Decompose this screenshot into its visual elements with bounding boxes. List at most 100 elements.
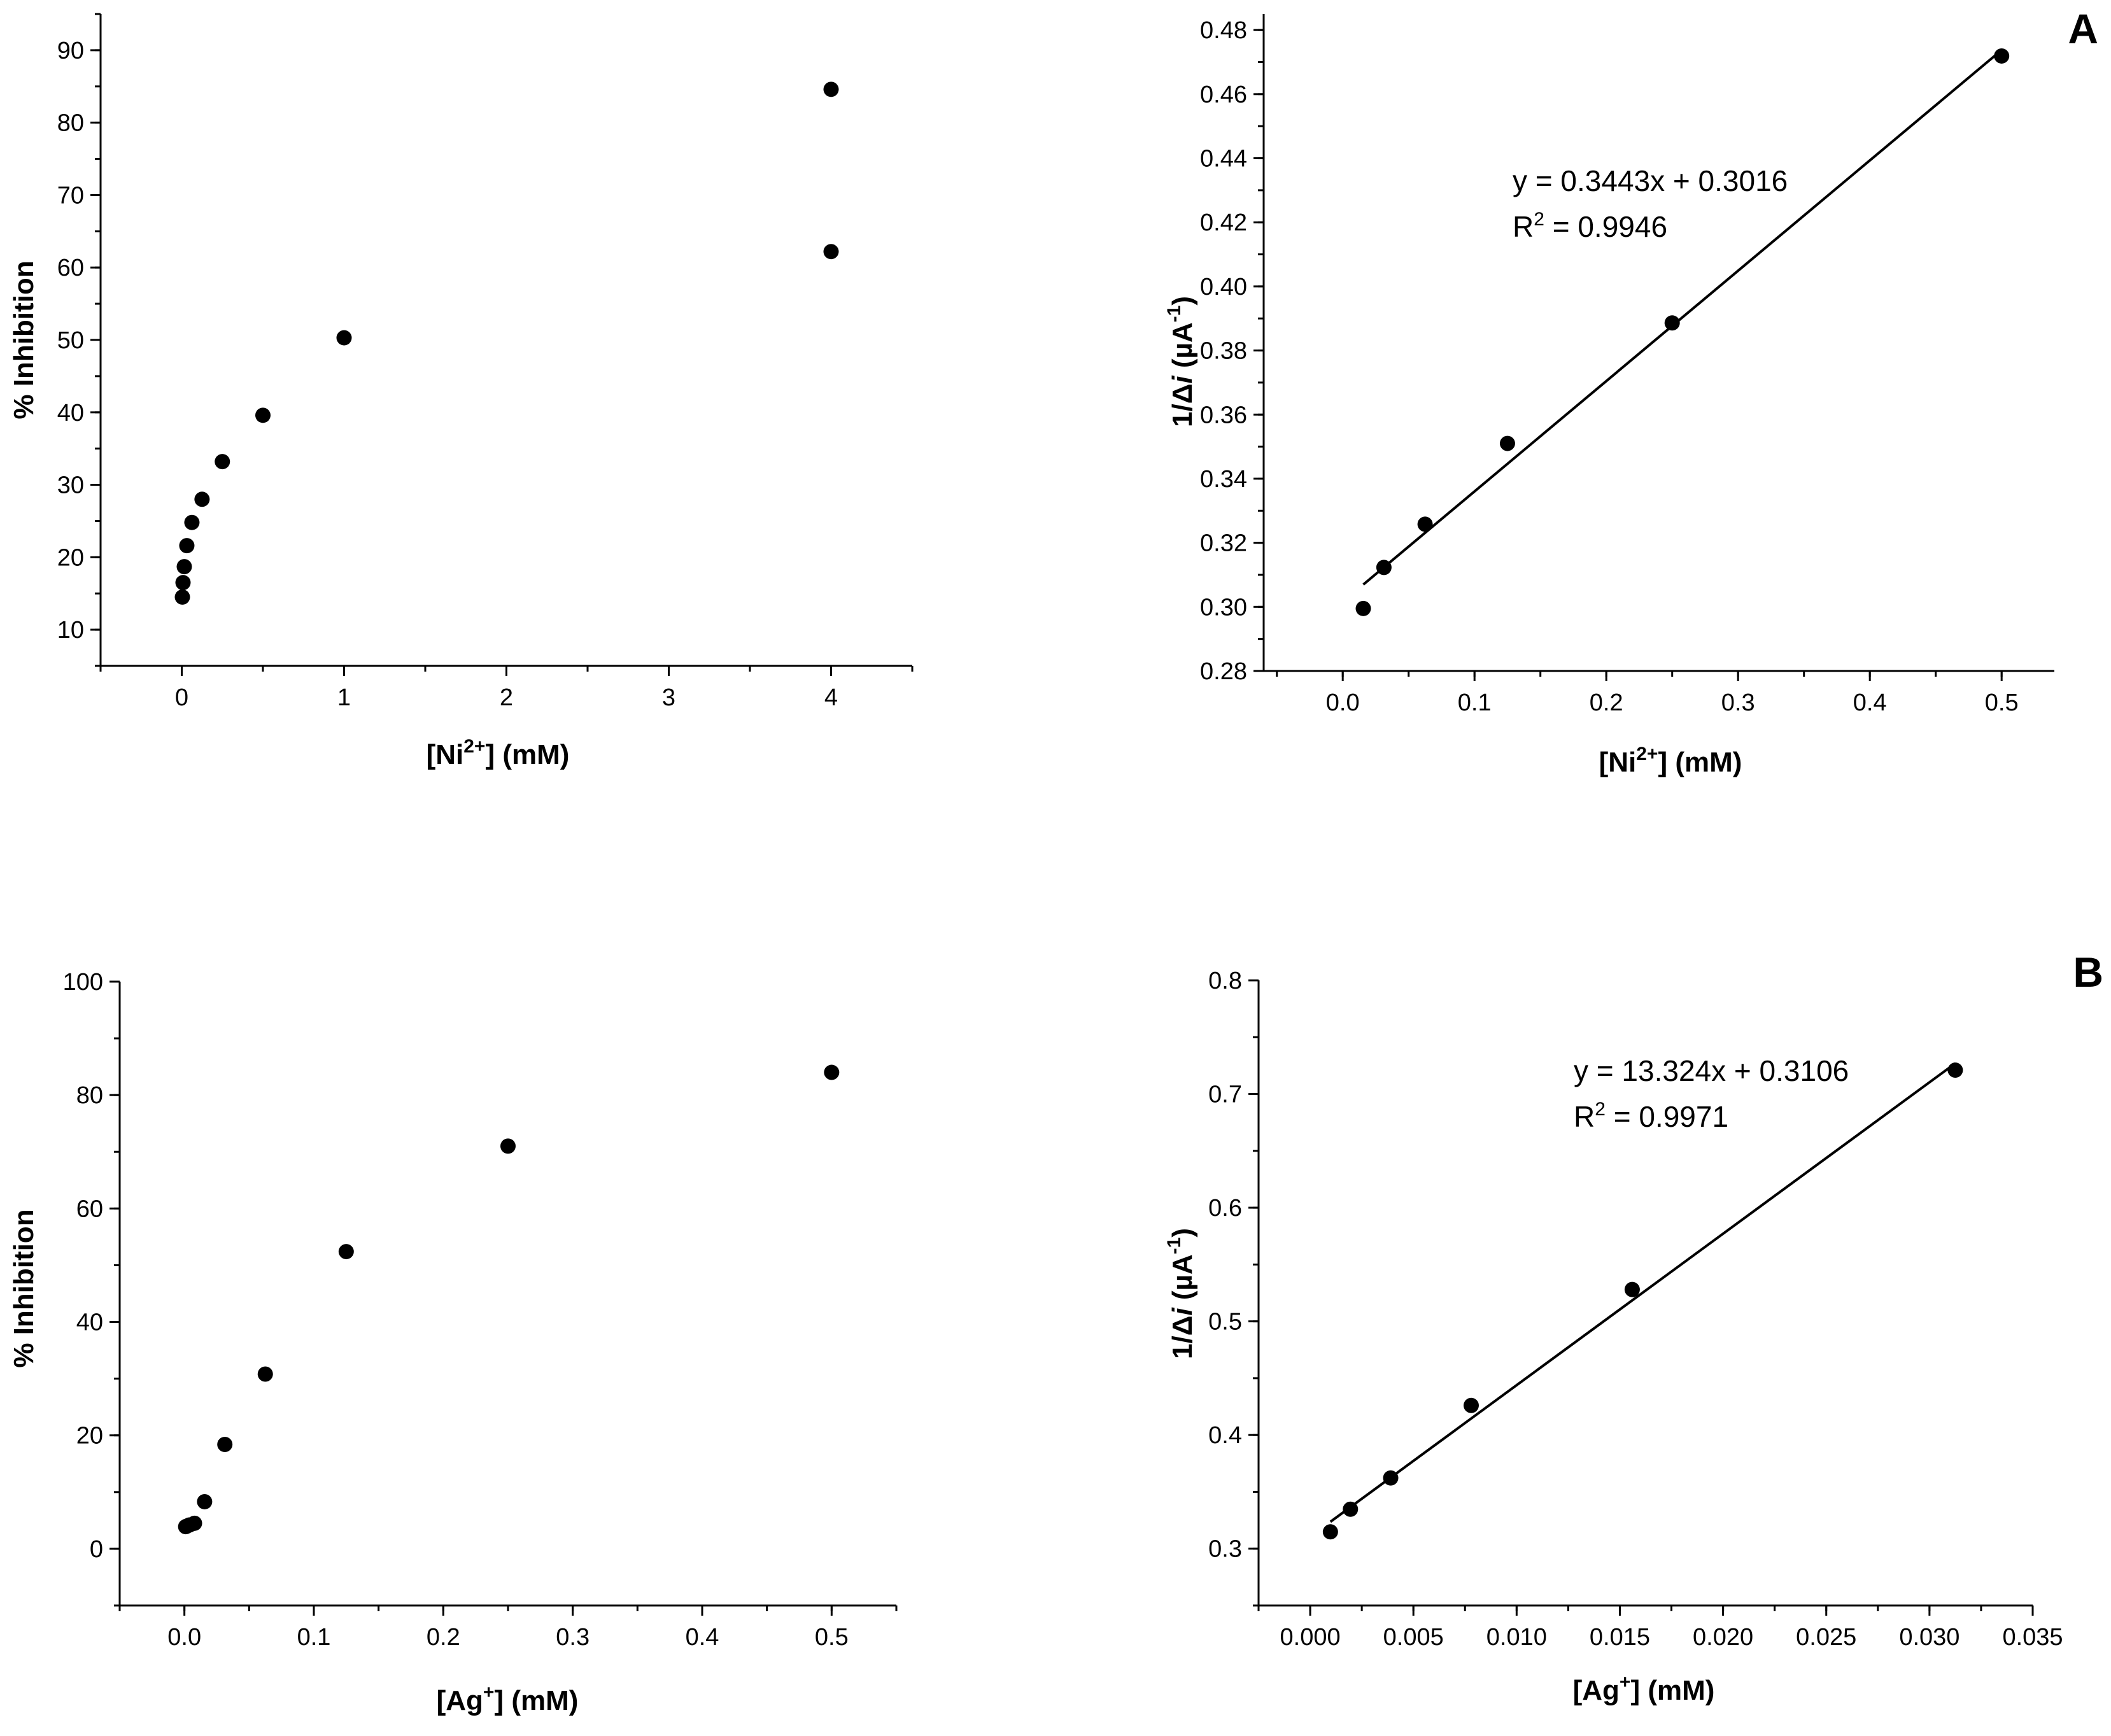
y-tick-label: 0.30 — [1200, 594, 1247, 621]
x-tick-label: 0 — [175, 684, 188, 711]
x-tick-label: 4 — [824, 684, 838, 711]
data-point — [255, 407, 271, 423]
y-tick-label: 80 — [57, 110, 84, 137]
data-points — [1355, 48, 2010, 616]
x-tick-label: 2 — [500, 684, 513, 711]
axis-ticks: 0.000 0.005 0.010 0.015 0.020 0.025 0.030 0.035… — [1208, 968, 2063, 1651]
data-point — [1355, 600, 1371, 616]
y-tick-label: 0.48 — [1200, 17, 1247, 44]
data-point — [1383, 1470, 1399, 1486]
data-point — [823, 81, 839, 97]
data-point — [257, 1366, 273, 1382]
data-point — [174, 589, 190, 605]
data-point — [1994, 48, 2010, 64]
x-tick-label: 0.3 — [1721, 689, 1755, 716]
y-tick-label: 90 — [57, 38, 84, 64]
x-tick-label: 0.2 — [1590, 689, 1623, 716]
y-tick-label: 0.36 — [1200, 402, 1247, 428]
r-squared: R2 = 0.9971 — [1574, 1099, 1728, 1133]
x-axis-title: [Ni2+] (mM) — [1599, 744, 1742, 778]
x-tick-label: 0.1 — [297, 1624, 331, 1651]
data-point — [1947, 1062, 1963, 1078]
y-tick-label: 60 — [76, 1196, 103, 1222]
y-tick-label: 20 — [57, 544, 84, 571]
y-axis-title: % Inhibition — [8, 1209, 39, 1367]
chart-b-reciprocal-ag: 0.000 0.005 0.010 0.015 0.020 0.025 0.030 0.035… — [1164, 949, 2103, 1706]
axis-ticks: 0.0 0.1 0.2 0.3 0.4 0.5 0 20 40 60 80 100 — [63, 969, 898, 1651]
data-points — [1322, 1062, 1963, 1540]
y-tick-label: 0.32 — [1200, 530, 1247, 557]
x-axis-title: [Ag+] (mM) — [1573, 1672, 1715, 1706]
axis-ticks: 0 1 2 3 4 10 20 30 40 50 60 70 80 90 — [57, 13, 914, 711]
x-tick-label: 0.4 — [1853, 689, 1887, 716]
y-tick-label: 0 — [90, 1536, 103, 1563]
data-point — [823, 244, 839, 260]
x-tick-label: 0.035 — [2002, 1624, 2063, 1651]
data-point — [187, 1515, 202, 1531]
chart-b-inhibition-ag: 0.0 0.1 0.2 0.3 0.4 0.5 0 20 40 60 80 100 % Inhibit… — [8, 969, 898, 1716]
y-tick-label: 40 — [57, 400, 84, 427]
x-tick-label: 0.2 — [427, 1624, 460, 1651]
data-point — [1499, 435, 1515, 451]
data-point — [215, 454, 230, 470]
y-tick-label: 0.40 — [1200, 274, 1247, 300]
y-tick-label: 10 — [57, 617, 84, 644]
y-tick-label: 0.8 — [1208, 968, 1242, 994]
x-tick-label: 0.5 — [1985, 689, 2019, 716]
x-tick-label: 0.020 — [1693, 1624, 1753, 1651]
x-tick-label: 0.4 — [686, 1624, 719, 1651]
data-point — [175, 575, 191, 591]
data-point — [197, 1493, 213, 1509]
data-point — [1417, 516, 1433, 532]
data-point — [194, 491, 210, 507]
y-tick-label: 0.7 — [1208, 1082, 1242, 1108]
y-tick-label: 0.34 — [1200, 466, 1247, 493]
x-tick-label: 0.5 — [815, 1624, 849, 1651]
chart-a-reciprocal-ni: 0.0 0.1 0.2 0.3 0.4 0.5 0.28 0.30 0.32 0.34 0.36 0.… — [1164, 5, 2098, 778]
data-point — [336, 330, 352, 346]
y-tick-label: 50 — [57, 327, 84, 354]
x-tick-label: 0.025 — [1796, 1624, 1856, 1651]
x-axis-title: [Ni2+] (mM) — [427, 736, 570, 770]
data-point — [217, 1436, 233, 1452]
y-axis-title: 1/Δi (µA-1) — [1164, 1228, 1198, 1359]
data-point — [1664, 315, 1680, 331]
y-tick-label: 0.4 — [1208, 1422, 1242, 1449]
fit-line-group — [1329, 1062, 1956, 1523]
fit-line-group — [1362, 49, 2003, 586]
y-tick-label: 0.3 — [1208, 1536, 1242, 1563]
r-squared: R2 = 0.9946 — [1513, 209, 1667, 243]
y-axis-title: 1/Δi (µA-1) — [1164, 296, 1198, 427]
x-tick-label: 0.3 — [556, 1624, 590, 1651]
y-tick-label: 0.5 — [1208, 1309, 1242, 1336]
x-tick-label: 0.030 — [1899, 1624, 1959, 1651]
data-points — [178, 1064, 840, 1535]
x-tick-label: 0.015 — [1590, 1624, 1650, 1651]
y-tick-label: 30 — [57, 472, 84, 499]
y-tick-label: 60 — [57, 255, 84, 281]
y-axis-title: % Inhibition — [8, 260, 39, 419]
data-point — [176, 559, 192, 575]
data-point — [338, 1244, 354, 1260]
y-tick-label: 0.46 — [1200, 81, 1247, 108]
x-tick-label: 0.010 — [1486, 1624, 1547, 1651]
x-axis-title: [Ag+] (mM) — [437, 1682, 579, 1716]
x-tick-label: 0.0 — [167, 1624, 201, 1651]
chart-a-inhibition-ni: 0 1 2 3 4 10 20 30 40 50 60 70 80 90 % Inhibition [Ni… — [8, 13, 914, 770]
data-point — [1376, 560, 1392, 575]
data-point — [1322, 1524, 1338, 1540]
x-tick-label: 0.000 — [1280, 1624, 1341, 1651]
y-tick-label: 0.38 — [1200, 338, 1247, 365]
data-point — [1343, 1501, 1359, 1517]
y-tick-label: 40 — [76, 1309, 103, 1336]
data-point — [1463, 1397, 1479, 1413]
fit-equation: y = 13.324x + 0.3106 — [1574, 1054, 1849, 1087]
x-tick-label: 0.1 — [1458, 689, 1492, 716]
regression-line — [1329, 1062, 1956, 1523]
y-tick-label: 0.42 — [1200, 209, 1247, 236]
data-point — [824, 1064, 840, 1080]
axis-ticks: 0.0 0.1 0.2 0.3 0.4 0.5 0.28 0.30 0.32 0.34 0.36 0.… — [1200, 17, 2019, 716]
data-points — [174, 81, 839, 605]
regression-line — [1362, 49, 2003, 586]
